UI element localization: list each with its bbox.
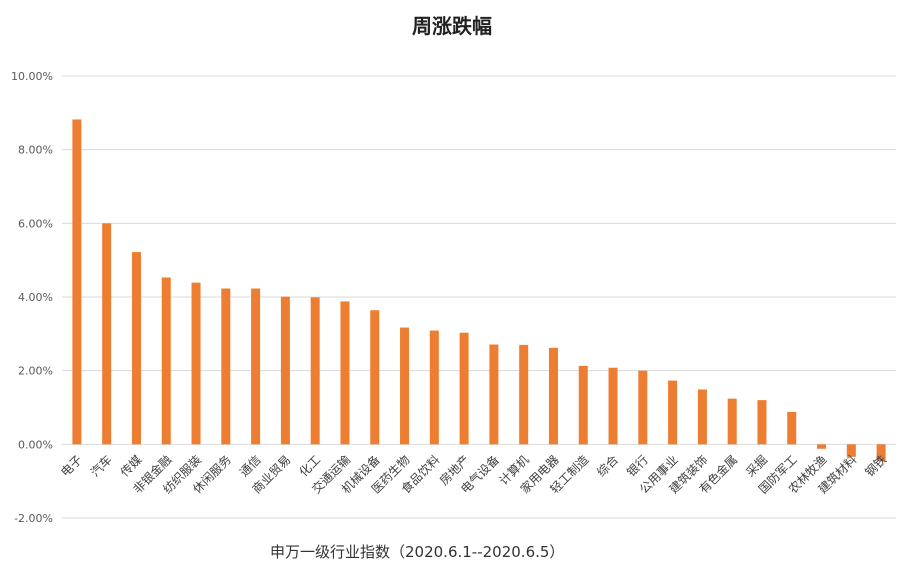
bar	[310, 297, 320, 445]
bar	[757, 400, 767, 445]
bar	[876, 444, 886, 461]
x-axis-title: 申万一级行业指数（2020.6.1--2020.6.5）	[270, 543, 565, 561]
bar	[429, 330, 439, 445]
bar	[221, 288, 231, 445]
bar	[668, 380, 678, 445]
y-tick-label: 4.00%	[18, 291, 53, 304]
bar	[519, 344, 529, 445]
bar	[817, 444, 827, 449]
bar	[846, 444, 856, 457]
bar	[251, 288, 261, 445]
y-tick-label: 0.00%	[18, 438, 53, 451]
y-tick-label: 6.00%	[18, 217, 53, 230]
bar	[102, 223, 112, 445]
bar	[489, 344, 499, 445]
x-tick-label: 汽车	[87, 452, 115, 480]
bar	[608, 367, 618, 445]
bar	[72, 119, 82, 445]
bar	[280, 296, 290, 445]
bar	[191, 282, 201, 445]
bar	[161, 277, 171, 445]
bar	[131, 252, 141, 445]
bar	[340, 301, 350, 445]
x-tick-label: 综合	[594, 452, 622, 480]
y-tick-label: 10.00%	[11, 70, 53, 83]
bar	[400, 327, 410, 445]
y-tick-label: -2.00%	[14, 512, 53, 525]
bar	[697, 389, 707, 445]
y-tick-label: 2.00%	[18, 365, 53, 378]
bar	[578, 365, 588, 445]
bar	[787, 411, 797, 445]
bar	[459, 332, 469, 445]
bar	[638, 370, 648, 445]
bar	[548, 347, 558, 445]
chart-title: 周涨跌幅	[412, 14, 492, 38]
x-tick-label: 电子	[58, 453, 85, 480]
y-tick-label: 8.00%	[18, 144, 53, 157]
bar	[370, 310, 380, 445]
bar	[727, 398, 737, 445]
